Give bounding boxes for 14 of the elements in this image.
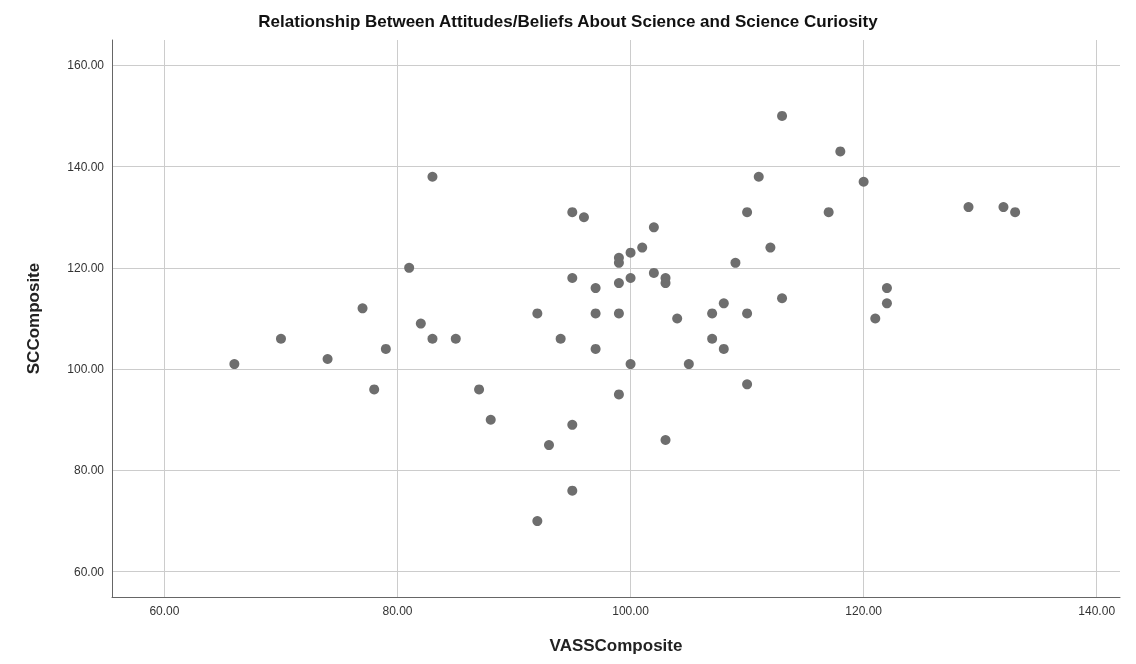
y-axis-title: SCComposite [24, 262, 43, 375]
chart-title: Relationship Between Attitudes/Beliefs About Science and Science Curiosity [258, 12, 879, 31]
x-tick-label: 120.00 [845, 604, 883, 618]
x-tick-label: 80.00 [382, 604, 413, 618]
y-tick-label: 100.00 [67, 362, 105, 377]
y-tick-label: 120.00 [67, 260, 105, 275]
y-tick-label: 80.00 [73, 463, 105, 478]
x-tick-label: 100.00 [612, 604, 650, 618]
y-tick-label: 160.00 [67, 58, 105, 73]
x-axis-title: VASSComposite [549, 636, 683, 655]
y-tick-label: 60.00 [73, 564, 105, 579]
x-tick-label: 60.00 [149, 604, 180, 618]
y-tick-label: 140.00 [67, 159, 105, 174]
x-tick-label: 140.00 [1078, 604, 1116, 618]
